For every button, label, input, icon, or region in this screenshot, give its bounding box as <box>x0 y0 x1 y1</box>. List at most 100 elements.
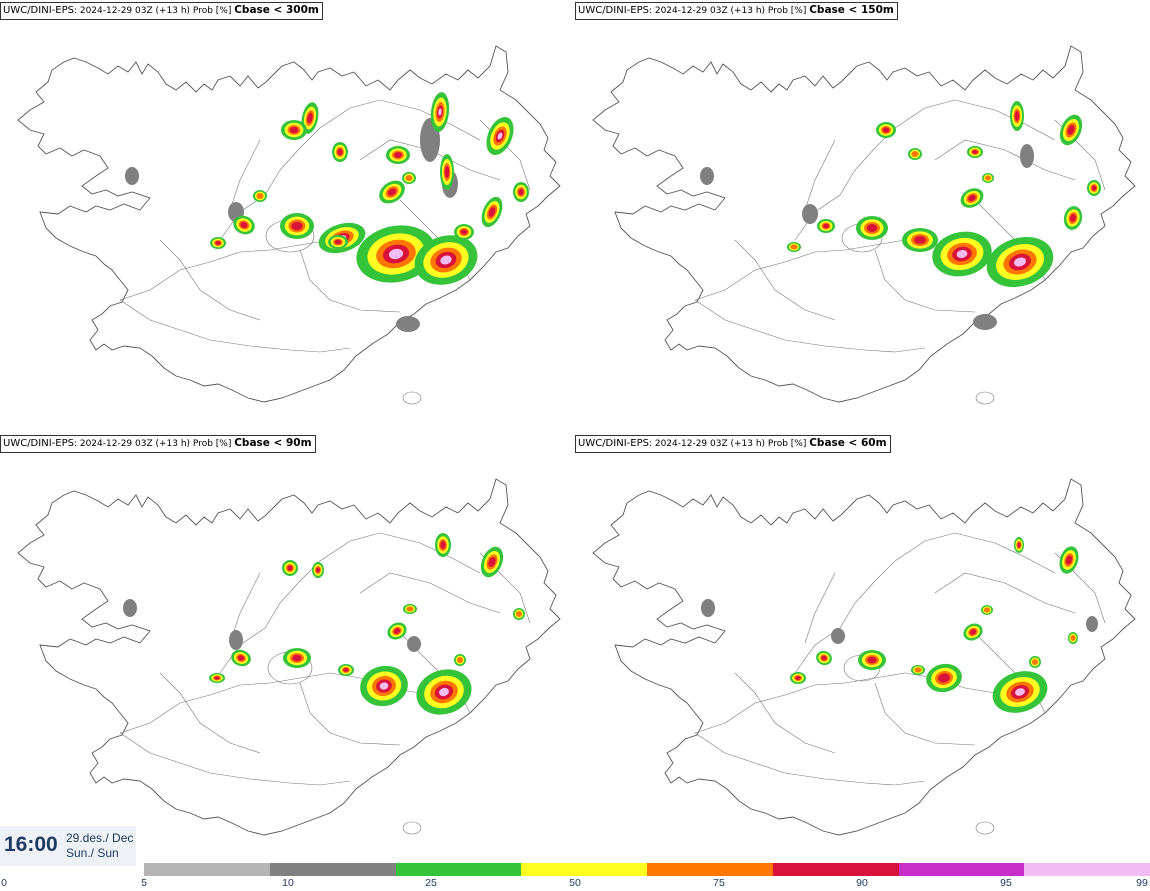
probability-contour <box>388 248 404 260</box>
probability-contour <box>1069 214 1077 222</box>
region-boundary <box>219 532 481 674</box>
probability-contour <box>1067 124 1075 136</box>
probability-contour <box>497 132 503 140</box>
probability-patch <box>1020 144 1034 168</box>
probability-contour <box>291 221 303 231</box>
probability-contour <box>394 152 402 158</box>
probability-contour <box>1091 185 1097 191</box>
probability-contour <box>1014 257 1026 267</box>
map-panel-60m: UWC/DINI-EPS: 2024-12-29 03Z (+13 h) Pro… <box>575 433 1150 868</box>
map-panel-150m: UWC/DINI-EPS: 2024-12-29 03Z (+13 h) Pro… <box>575 0 1150 435</box>
probability-contour <box>795 676 801 680</box>
region-boundary <box>874 682 976 746</box>
probability-contour <box>215 241 221 245</box>
region-boundary <box>159 672 261 754</box>
region-boundary <box>734 672 836 754</box>
valid-time-box: 16:00 29.des./ Dec Sun./ Sun <box>0 826 136 866</box>
probability-contour <box>405 175 413 181</box>
glacier-outline <box>402 391 422 405</box>
probability-patch <box>123 599 137 617</box>
probability-contour <box>821 655 827 661</box>
colorbar-tick: 50 <box>569 877 581 889</box>
probability-patch <box>802 204 818 224</box>
probability-patch <box>1086 616 1098 632</box>
probability-contour <box>488 207 496 217</box>
probability-contour <box>516 611 522 617</box>
probability-patch <box>407 636 421 652</box>
probability-contour <box>968 194 976 202</box>
colorbar-segment <box>898 863 1025 876</box>
probability-contour <box>1070 635 1076 641</box>
colorbar-segment <box>521 863 647 876</box>
region-boundary <box>359 572 501 614</box>
probability-contour <box>289 126 299 134</box>
panel-title: UWC/DINI-EPS: 2024-12-29 03Z (+13 h) Pro… <box>0 2 323 20</box>
colorbar-tick: 90 <box>856 877 868 889</box>
glacier-outline <box>975 821 995 835</box>
iceland-map <box>592 45 1136 405</box>
probability-contour <box>985 175 991 181</box>
probability-contour <box>438 108 442 116</box>
probability-patch <box>229 630 243 650</box>
probability-contour <box>337 148 343 156</box>
probability-contour <box>969 629 977 635</box>
region-boundary <box>934 139 1076 181</box>
panel-title: UWC/DINI-EPS: 2024-12-29 03Z (+13 h) Pro… <box>0 435 316 453</box>
probability-contour <box>1032 659 1038 665</box>
probability-contour <box>1065 555 1073 565</box>
colorbar-tick: 95 <box>1000 877 1012 889</box>
region-boundary <box>694 299 926 353</box>
probability-contour <box>882 127 890 133</box>
probability-contour <box>823 223 829 229</box>
probability-contour <box>911 151 919 157</box>
probability-patch <box>701 599 715 617</box>
probability-contour <box>866 224 878 232</box>
probability-contour <box>214 676 220 680</box>
glacier-outline <box>975 391 995 405</box>
probability-contour <box>393 628 401 634</box>
region-boundary <box>159 239 261 321</box>
colorbar-tick: 10 <box>282 877 294 889</box>
probability-patch <box>973 314 997 330</box>
probability-contour <box>316 567 320 573</box>
probability-contour <box>240 221 248 229</box>
colorbar-segment <box>395 863 522 876</box>
probability-contour <box>790 244 798 250</box>
colorbar-segment <box>647 863 773 876</box>
colorbar-segment <box>144 863 270 876</box>
valid-date: 29.des./ Dec <box>66 831 134 845</box>
iceland-map <box>17 478 561 836</box>
region-boundary <box>804 572 836 644</box>
probability-contour <box>440 541 446 549</box>
glacier-outline <box>402 821 422 835</box>
colorbar-tick: 75 <box>713 877 725 889</box>
probability-contour <box>292 654 302 662</box>
region-boundary <box>874 249 976 313</box>
probability-patch <box>125 167 139 185</box>
panel-title: UWC/DINI-EPS: 2024-12-29 03Z (+13 h) Pro… <box>575 435 891 453</box>
probability-contour <box>1014 111 1020 121</box>
probability-contour <box>439 687 449 697</box>
probability-contour <box>956 249 968 259</box>
region-boundary <box>119 299 351 353</box>
probability-contour <box>984 607 990 613</box>
region-boundary <box>299 249 401 313</box>
colorbar-segment <box>772 863 899 876</box>
probability-patch <box>396 316 420 332</box>
probability-contour <box>914 667 922 673</box>
probability-contour <box>287 565 293 571</box>
probability-contour <box>457 657 463 663</box>
iceland-map <box>17 45 561 405</box>
colorbar-tick: 25 <box>425 877 437 889</box>
probability-contour <box>440 255 452 265</box>
region-boundary <box>934 572 1076 614</box>
colorbar-tick: 5 <box>141 877 147 889</box>
probability-contour <box>518 188 524 196</box>
region-boundary <box>694 732 926 786</box>
region-boundary <box>119 732 351 786</box>
probability-colorbar <box>144 863 1150 876</box>
colorbar-tick: 99 <box>1136 877 1148 889</box>
probability-contour <box>914 236 926 244</box>
region-boundary <box>804 139 836 211</box>
valid-day: Sun./ Sun <box>66 846 119 860</box>
